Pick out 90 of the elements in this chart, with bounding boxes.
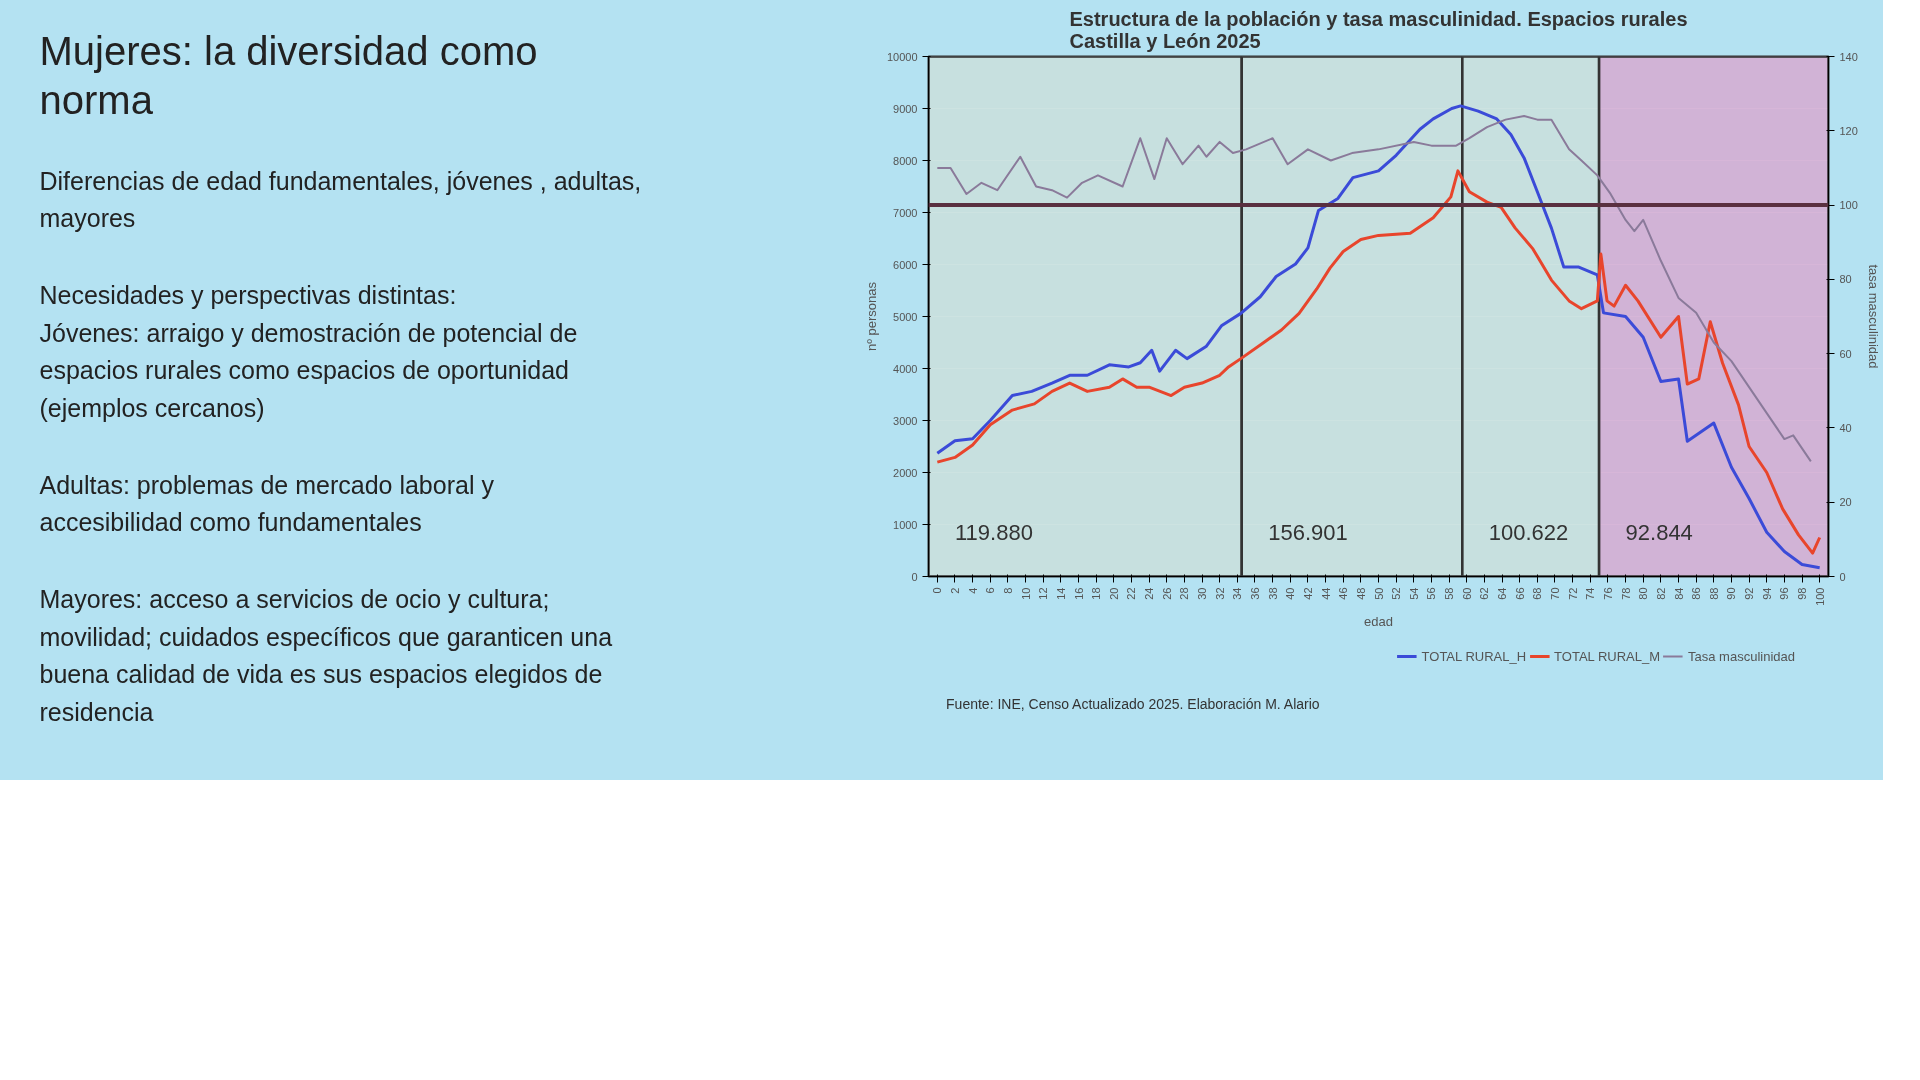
text: Mujeres: la diversidad como norma bbox=[39, 28, 538, 122]
y-tick-label: 2000 bbox=[893, 466, 918, 479]
x-tick-label: 68 bbox=[1531, 587, 1544, 600]
x-tick-label: 18 bbox=[1090, 587, 1103, 600]
x-tick-label: 62 bbox=[1478, 587, 1491, 600]
line-series bbox=[935, 104, 1822, 570]
x-tick-label: 54 bbox=[1407, 587, 1420, 600]
x-tick-label: 66 bbox=[1513, 587, 1526, 600]
y2-tick-label: 120 bbox=[1839, 124, 1858, 137]
x-tick-label: 12 bbox=[1037, 587, 1050, 600]
band-label: 92.844 bbox=[1625, 520, 1693, 546]
x-tick-label: 46 bbox=[1337, 587, 1350, 600]
y2-tick-label: 140 bbox=[1839, 50, 1858, 63]
x-tick-label: 28 bbox=[1178, 587, 1191, 600]
x-tick-label: 4 bbox=[966, 587, 979, 594]
y-axis-title: nº personas bbox=[863, 281, 879, 352]
x-tick-label: 32 bbox=[1213, 587, 1226, 600]
x-tick-label: 98 bbox=[1796, 587, 1809, 600]
x-tick-label: 82 bbox=[1654, 587, 1667, 600]
text: Diferencias de edad fundamentales, jóvenes , adultas, mayores bbox=[39, 166, 642, 233]
x-tick-label: 52 bbox=[1390, 587, 1403, 600]
x-tick-label: 96 bbox=[1778, 587, 1791, 600]
text: Necesidades y perspectivas distintas: Jóvenes: arraigo y demostración de potencial de espacios rurales como espacios de oportunidad (ejemplos cercanos) bbox=[39, 281, 578, 422]
x-tick-label: 20 bbox=[1107, 587, 1120, 600]
x-tick-label: 72 bbox=[1566, 587, 1579, 600]
x-tick-label: 58 bbox=[1443, 587, 1456, 600]
x-tick-label: 10 bbox=[1019, 587, 1032, 600]
x-tick-label: 100 bbox=[1813, 587, 1826, 606]
x-tick-label: 78 bbox=[1619, 587, 1632, 600]
x-tick-label: 16 bbox=[1072, 587, 1085, 600]
y2-tick-label: 60 bbox=[1839, 347, 1852, 360]
x-tick-label: 94 bbox=[1760, 587, 1773, 600]
y2-tick-label: 20 bbox=[1839, 496, 1852, 509]
x-tick-label: 22 bbox=[1125, 587, 1138, 600]
y2-tick-label: 80 bbox=[1839, 273, 1852, 286]
x-tick-label: 36 bbox=[1248, 587, 1261, 600]
x-tick-label: 70 bbox=[1548, 587, 1561, 600]
y2-axis-title: tasa masculinidad bbox=[1865, 264, 1881, 369]
y-tick-label: 1000 bbox=[893, 518, 918, 531]
x-tick-label: 40 bbox=[1284, 587, 1297, 600]
band-label: 119.880 bbox=[954, 520, 1033, 546]
x-tick-label: 90 bbox=[1725, 587, 1738, 600]
x-tick-label: 76 bbox=[1601, 587, 1614, 600]
x-tick-label: 56 bbox=[1425, 587, 1438, 600]
x-tick-label: 50 bbox=[1372, 587, 1385, 600]
x-tick-label: 38 bbox=[1266, 587, 1279, 600]
y-tick-label: 10000 bbox=[886, 50, 918, 63]
y-tick-label: 0 bbox=[911, 570, 918, 583]
band-label: 100.622 bbox=[1488, 520, 1569, 546]
x-tick-label: 92 bbox=[1743, 587, 1756, 600]
x-tick-label: 26 bbox=[1160, 587, 1173, 600]
x-tick-label: 48 bbox=[1354, 587, 1367, 600]
y2-tick-label: 0 bbox=[1839, 570, 1846, 583]
y-tick-label: 3000 bbox=[893, 414, 918, 427]
text: Mayores: acceso a servicios de ocio y cultura; movilidad; cuidados específicos que garanticen una buena calidad de vida es sus espacios elegidos de residencia bbox=[39, 585, 613, 726]
x-tick-label: 2 bbox=[948, 587, 961, 594]
legend-label: Tasa masculinidad bbox=[1688, 648, 1795, 664]
y2-tick-label: 40 bbox=[1839, 421, 1852, 434]
x-tick-label: 64 bbox=[1496, 587, 1509, 600]
x-axis-title: edad bbox=[1364, 613, 1393, 629]
x-tick-label: 80 bbox=[1637, 587, 1650, 600]
x-tick-label: 74 bbox=[1584, 587, 1597, 600]
legend-label: TOTAL RURAL_H bbox=[1421, 648, 1527, 664]
legend-label: TOTAL RURAL_M bbox=[1554, 648, 1661, 664]
text: Adultas: problemas de mercado laboral y accesibilidad como fundamentales bbox=[39, 470, 495, 537]
x-tick-label: 86 bbox=[1690, 587, 1703, 600]
y-tick-label: 8000 bbox=[893, 154, 918, 167]
x-tick-label: 30 bbox=[1196, 587, 1209, 600]
x-tick-label: 34 bbox=[1231, 587, 1244, 600]
x-tick-label: 88 bbox=[1707, 587, 1720, 600]
y-tick-label: 7000 bbox=[893, 206, 918, 219]
y-tick-label: 6000 bbox=[893, 258, 918, 271]
band-label: 156.901 bbox=[1268, 520, 1348, 546]
x-tick-label: 42 bbox=[1301, 587, 1314, 600]
y-tick-label: 4000 bbox=[893, 362, 918, 375]
y-tick-label: 9000 bbox=[893, 102, 918, 115]
line-series bbox=[935, 169, 1822, 555]
source-note: Fuente: INE, Censo Actualizado 2025. Elaboración M. Alario bbox=[946, 696, 1320, 712]
chart-title: Estructura de la población y tasa masculinidad. Espacios rurales Castilla y León 2025 bbox=[1069, 7, 1688, 52]
x-tick-label: 60 bbox=[1460, 587, 1473, 600]
x-tick-label: 84 bbox=[1672, 587, 1685, 600]
x-tick-label: 24 bbox=[1143, 587, 1156, 600]
x-tick-label: 6 bbox=[984, 587, 997, 594]
x-tick-label: 8 bbox=[1001, 587, 1014, 594]
line-series bbox=[936, 114, 1812, 463]
x-tick-label: 14 bbox=[1054, 587, 1067, 600]
y-tick-label: 5000 bbox=[893, 310, 918, 323]
x-tick-label: 0 bbox=[931, 587, 944, 594]
x-tick-label: 44 bbox=[1319, 587, 1332, 600]
y2-tick-label: 100 bbox=[1839, 199, 1858, 212]
